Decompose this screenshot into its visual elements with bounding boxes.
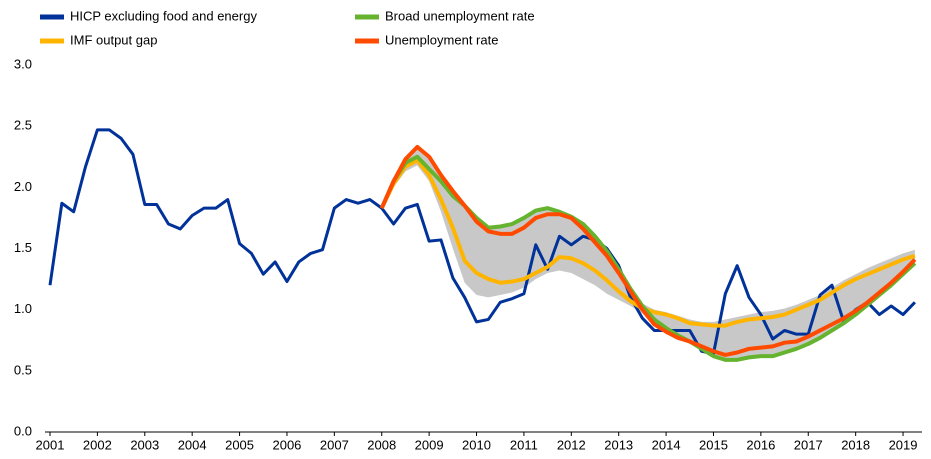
x-tick-label: 2012	[557, 437, 586, 452]
x-tick-label: 2004	[178, 437, 207, 452]
legend-label: IMF output gap	[70, 32, 157, 47]
x-tick-label: 2013	[604, 437, 633, 452]
legend-label: Broad unemployment rate	[385, 8, 535, 23]
x-tick-label: 2009	[415, 437, 444, 452]
x-tick-label: 2005	[225, 437, 254, 452]
x-tick-label: 2006	[272, 437, 301, 452]
x-tick-label: 2015	[699, 437, 728, 452]
y-tick-label: 0.0	[14, 423, 32, 438]
x-tick-label: 2016	[746, 437, 775, 452]
x-tick-label: 2011	[510, 437, 538, 452]
series-line	[48, 128, 916, 356]
y-tick-label: 2.5	[14, 118, 32, 133]
x-tick-label: 2017	[794, 437, 823, 452]
x-tick-label: 2008	[367, 437, 396, 452]
y-tick-label: 3.0	[14, 56, 32, 71]
x-tick-label: 2001	[36, 437, 65, 452]
y-tick-label: 1.0	[14, 301, 32, 316]
x-tick-label: 2014	[652, 437, 681, 452]
x-tick-label: 2002	[83, 437, 112, 452]
y-tick-label: 1.5	[14, 240, 32, 255]
y-tick-label: 0.5	[14, 362, 32, 377]
x-tick-label: 2007	[320, 437, 349, 452]
legend-label: Unemployment rate	[385, 32, 498, 47]
legend-label: HICP excluding food and energy	[70, 8, 257, 23]
x-tick-label: 2010	[462, 437, 491, 452]
x-tick-label: 2019	[889, 437, 918, 452]
y-tick-label: 2.0	[14, 179, 32, 194]
x-tick-label: 2003	[130, 437, 159, 452]
x-tick-label: 2018	[841, 437, 870, 452]
series-line	[379, 144, 917, 357]
